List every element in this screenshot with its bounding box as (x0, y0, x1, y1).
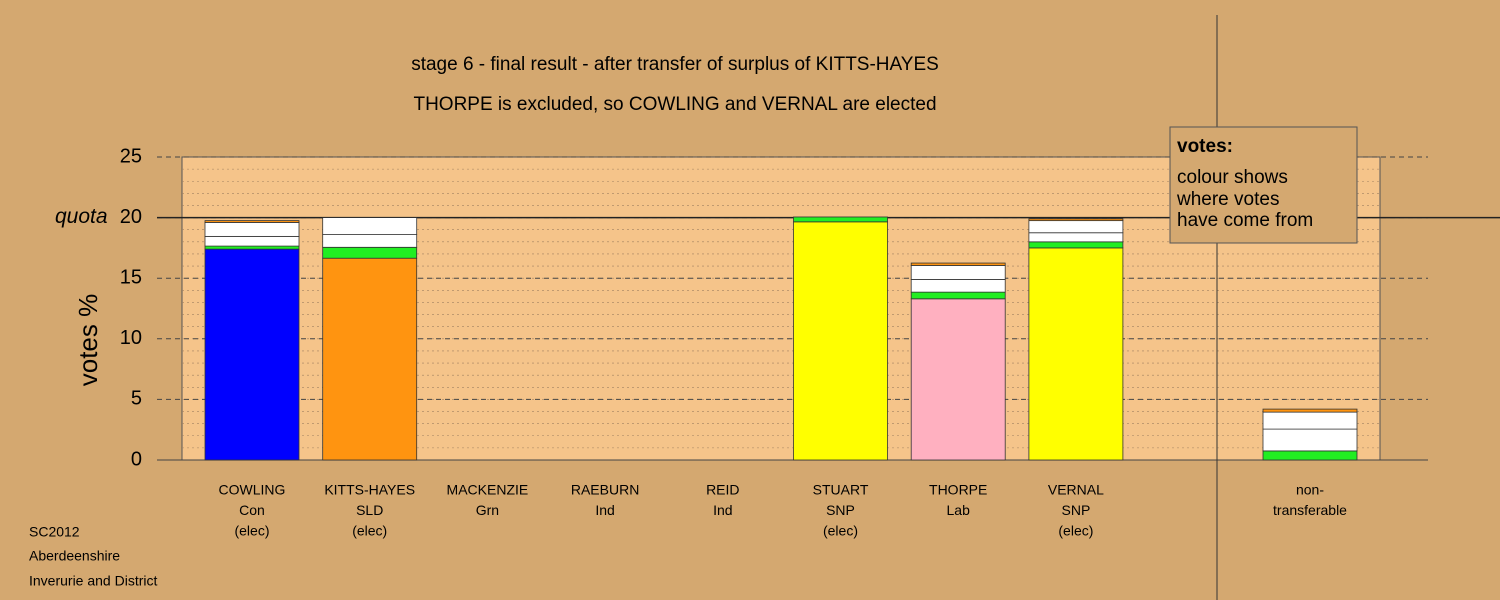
chart-title: stage 6 - final result - after transfer … (411, 54, 939, 75)
legend-text: colour shows (1177, 167, 1288, 188)
x-tick-label: Ind (713, 502, 732, 518)
x-tick-label: SNP (826, 502, 855, 518)
x-tick-label: (elec) (352, 523, 387, 539)
bar-segment (793, 216, 888, 223)
bar-segment (204, 245, 300, 250)
bar-segment (1028, 247, 1124, 461)
bar-segment (204, 220, 300, 223)
bar-segment (1028, 241, 1124, 249)
bar-segment (322, 217, 418, 235)
quota-label: quota (55, 205, 108, 228)
bar-segment (910, 298, 1006, 461)
y-tick-label: 10 (120, 327, 142, 349)
y-tick-label: 15 (120, 266, 142, 288)
bar-segment (1262, 428, 1358, 452)
x-tick-label: VERNAL (1048, 482, 1104, 498)
x-tick-label: RAEBURN (571, 482, 639, 498)
x-tick-label: COWLING (219, 482, 286, 498)
bar-segment (204, 222, 300, 237)
footer-line: Aberdeenshire (29, 548, 120, 564)
bar-segment (1028, 218, 1124, 222)
x-tick-label: Grn (476, 502, 499, 518)
legend-text: have come from (1177, 210, 1313, 231)
x-tick-label: STUART (813, 482, 869, 498)
x-tick-label: MACKENZIE (447, 482, 529, 498)
chart-subtitle: THORPE is excluded, so COWLING and VERNA… (413, 94, 936, 115)
legend-text: where votes (1176, 189, 1279, 210)
x-tick-label: Con (239, 502, 265, 518)
bar-segment (793, 221, 888, 461)
bar-segment (910, 279, 1006, 293)
bar-segment (910, 265, 1006, 280)
x-tick-label: SLD (356, 502, 383, 518)
x-tick-label: Lab (947, 502, 971, 518)
footer-line: SC2012 (29, 524, 80, 540)
bar-segment (1262, 408, 1358, 413)
bar-segment (204, 248, 300, 461)
bar-segment (322, 234, 418, 248)
y-tick-label: 5 (131, 388, 142, 410)
y-axis-label: votes % (73, 294, 103, 387)
x-tick-label: (elec) (823, 523, 858, 539)
x-tick-label: SNP (1062, 502, 1091, 518)
x-tick-label: THORPE (929, 482, 987, 498)
x-tick-label: REID (706, 482, 739, 498)
x-tick-label: (elec) (234, 523, 269, 539)
x-tick-label: non- (1296, 482, 1324, 498)
y-tick-label: 0 (131, 448, 142, 470)
x-tick-label: KITTS-HAYES (324, 482, 415, 498)
x-tick-label: (elec) (1058, 523, 1093, 539)
legend-box (1169, 126, 1358, 244)
x-tick-label: transferable (1273, 502, 1347, 518)
bar-segment (910, 262, 1006, 266)
bar-segment (1028, 232, 1124, 243)
bar-segment (910, 291, 1006, 300)
bar-segment (1262, 450, 1358, 461)
footer-line: Inverurie and District (29, 573, 157, 589)
bar-segment (1028, 220, 1124, 234)
x-tick-label: Ind (595, 502, 614, 518)
bar-segment (204, 235, 300, 247)
bar-segment (322, 246, 418, 259)
y-tick-label: 20 (120, 206, 142, 228)
bar-segment (322, 257, 418, 461)
legend-title: votes: (1177, 136, 1233, 157)
plot: 0 5 10 15 20 25 quota COWLING Con (elec) KITTS-HAY… (55, 145, 1500, 539)
bar-segment (1262, 411, 1358, 430)
y-tick-label: 25 (120, 145, 142, 167)
